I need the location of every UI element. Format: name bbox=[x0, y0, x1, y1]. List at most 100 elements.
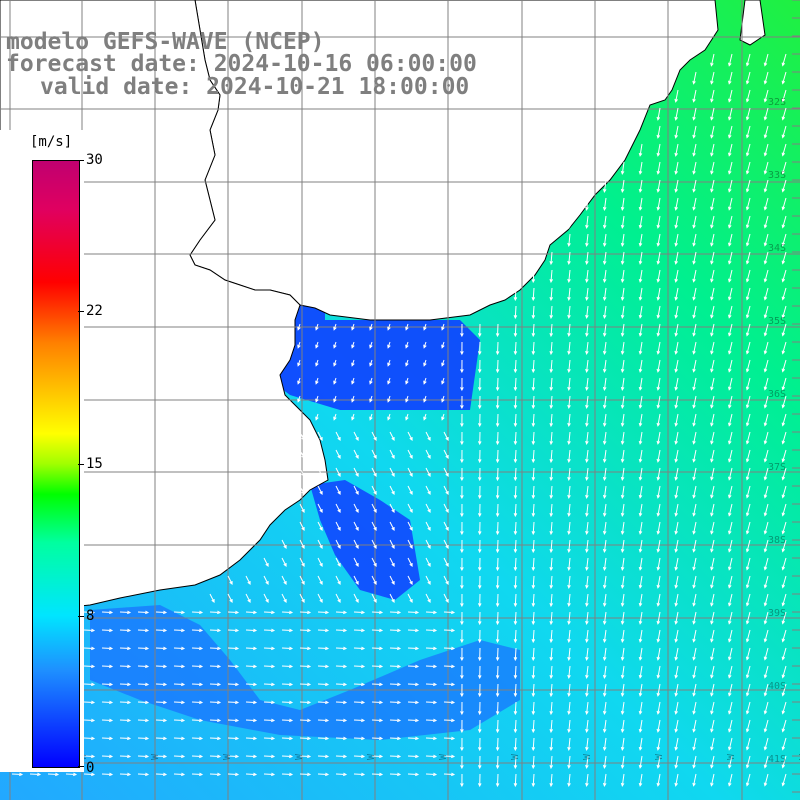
wind-arrow bbox=[692, 467, 697, 481]
wind-arrow bbox=[692, 503, 697, 517]
wind-arrow bbox=[620, 719, 625, 734]
wind-arrow bbox=[443, 539, 449, 549]
wind-arrow bbox=[155, 610, 168, 615]
wind-arrow bbox=[407, 610, 420, 615]
wind-arrow bbox=[656, 539, 661, 553]
wind-arrow bbox=[335, 485, 341, 495]
wind-arrow bbox=[155, 700, 168, 705]
colorbar-tick-mark bbox=[78, 311, 84, 312]
wind-arrow bbox=[781, 701, 787, 715]
wind-arrow bbox=[602, 269, 607, 283]
wind-arrow bbox=[227, 646, 240, 651]
wind-arrow bbox=[585, 305, 589, 319]
wind-arrow bbox=[263, 754, 276, 759]
wind-arrow bbox=[585, 341, 589, 355]
wind-arrow bbox=[638, 701, 643, 715]
wind-arrow bbox=[710, 557, 715, 571]
wind-arrow bbox=[638, 179, 643, 193]
lon-label: W bbox=[798, 753, 800, 760]
wind-arrow bbox=[299, 485, 305, 495]
wind-arrow bbox=[297, 359, 301, 367]
wind-arrow bbox=[443, 646, 456, 651]
wind-arrow bbox=[638, 683, 643, 697]
wind-arrow bbox=[692, 341, 697, 355]
wind-arrow bbox=[656, 125, 661, 139]
wind-arrow bbox=[227, 700, 240, 705]
wind-arrow bbox=[692, 557, 697, 571]
wind-arrow bbox=[460, 611, 464, 626]
wind-arrow bbox=[602, 467, 607, 481]
wind-arrow bbox=[585, 593, 589, 607]
wind-arrow bbox=[763, 215, 769, 229]
wind-arrow bbox=[602, 683, 607, 697]
wind-arrow bbox=[371, 575, 377, 585]
wind-arrow bbox=[763, 467, 769, 481]
wind-arrow bbox=[83, 772, 96, 777]
wind-arrow bbox=[745, 665, 751, 679]
wind-arrow bbox=[692, 323, 697, 337]
wind-arrow bbox=[656, 341, 661, 355]
wind-arrow bbox=[692, 197, 697, 211]
wind-arrow bbox=[710, 773, 715, 787]
wind-arrow bbox=[353, 664, 366, 669]
wind-arrow bbox=[602, 611, 607, 625]
wind-arrow bbox=[710, 629, 715, 643]
wind-arrow bbox=[763, 521, 769, 535]
wind-arrow bbox=[674, 143, 679, 157]
wind-arrow bbox=[638, 647, 643, 661]
wind-arrow bbox=[585, 269, 589, 283]
wind-arrow bbox=[513, 413, 518, 428]
wind-arrow bbox=[620, 269, 625, 284]
wind-arrow bbox=[423, 413, 427, 421]
wind-arrow bbox=[389, 772, 402, 777]
wind-arrow bbox=[281, 610, 294, 615]
wind-arrow bbox=[781, 341, 787, 355]
wind-arrow bbox=[477, 521, 482, 536]
wind-arrow bbox=[297, 395, 301, 403]
wind-arrow bbox=[638, 719, 643, 733]
wind-arrow bbox=[567, 449, 571, 463]
wind-arrow bbox=[495, 539, 500, 554]
wind-arrow bbox=[763, 71, 769, 85]
wind-arrow bbox=[495, 575, 500, 590]
wind-arrow bbox=[674, 503, 679, 517]
wind-arrow bbox=[531, 539, 536, 554]
wind-arrow bbox=[567, 503, 571, 517]
wind-arrow bbox=[549, 305, 554, 320]
wind-arrow bbox=[763, 161, 769, 175]
wind-arrow bbox=[763, 179, 769, 193]
wind-arrow bbox=[567, 755, 571, 769]
wind-arrow bbox=[335, 718, 348, 723]
wind-arrow bbox=[585, 773, 589, 787]
wind-arrow bbox=[299, 521, 305, 531]
wind-arrow bbox=[425, 449, 431, 459]
wind-arrow bbox=[585, 755, 589, 769]
wind-arrow bbox=[656, 395, 661, 409]
wind-arrow bbox=[710, 359, 715, 373]
wind-arrow bbox=[602, 305, 607, 319]
wind-arrow bbox=[674, 629, 679, 643]
wind-arrow bbox=[369, 377, 373, 385]
wind-arrow bbox=[728, 683, 733, 697]
wind-arrow bbox=[531, 485, 536, 500]
wind-arrow bbox=[119, 610, 132, 615]
wind-arrow bbox=[656, 179, 661, 193]
wind-arrow bbox=[549, 737, 554, 752]
wind-arrow bbox=[531, 755, 536, 770]
wind-arrow bbox=[745, 503, 751, 517]
wind-arrow bbox=[585, 629, 589, 643]
wind-arrow bbox=[745, 701, 751, 715]
wind-arrow bbox=[602, 521, 607, 535]
wind-arrow bbox=[101, 754, 114, 759]
wind-arrow bbox=[692, 233, 697, 247]
wind-arrow bbox=[371, 593, 377, 603]
wind-arrow bbox=[371, 754, 384, 759]
wind-arrow bbox=[710, 197, 715, 211]
wind-arrow bbox=[728, 503, 733, 517]
wind-arrow bbox=[531, 683, 536, 698]
wind-arrow bbox=[317, 718, 330, 723]
wind-arrow bbox=[83, 646, 96, 651]
wind-arrow bbox=[495, 755, 500, 770]
wind-arrow bbox=[389, 736, 402, 741]
wind-arrow bbox=[495, 719, 500, 734]
